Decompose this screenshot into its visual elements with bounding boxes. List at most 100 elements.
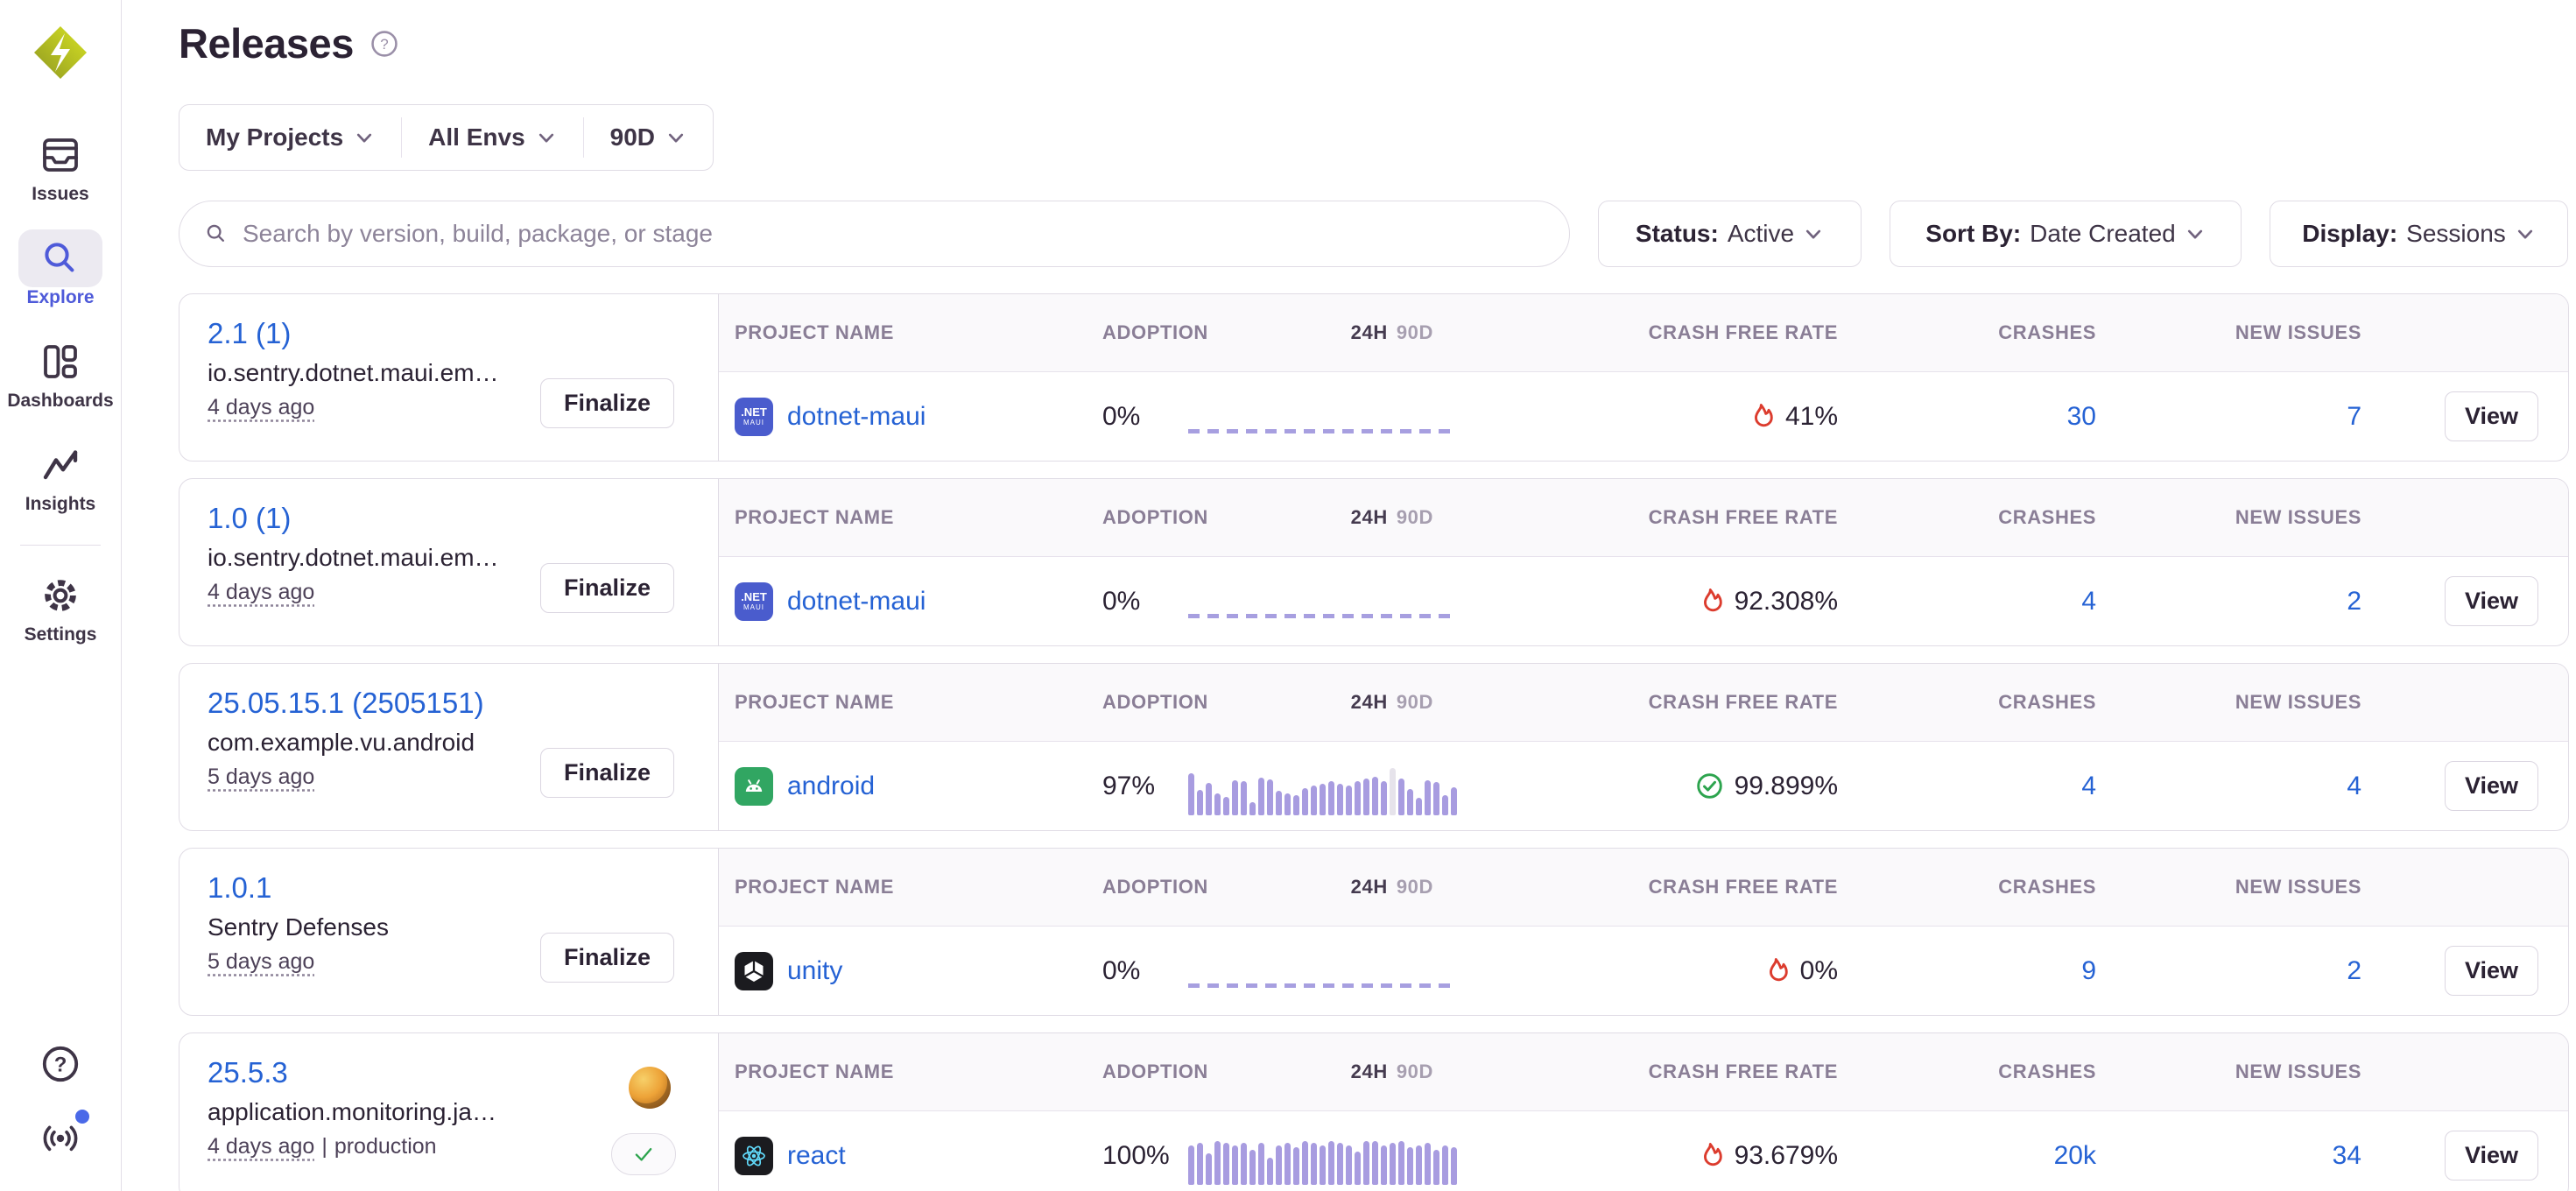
release-version-link[interactable]: 2.1 (1) bbox=[208, 317, 292, 349]
crash-free-value: 0% bbox=[1799, 955, 1838, 985]
finalize-button[interactable]: Finalize bbox=[539, 378, 674, 428]
crash-free-value: 99.899% bbox=[1734, 771, 1838, 800]
release-author-avatar bbox=[629, 1067, 671, 1109]
release-version-link[interactable]: 1.0 (1) bbox=[208, 502, 292, 534]
display-dropdown[interactable]: Display: Sessions bbox=[2270, 201, 2568, 267]
crashes-link[interactable]: 9 bbox=[2081, 955, 2096, 985]
flame-icon bbox=[1769, 958, 1788, 982]
period-90d-toggle[interactable]: 90D bbox=[1396, 876, 1433, 898]
sidebar-item-insights[interactable]: Insights bbox=[0, 441, 121, 515]
table-header: PROJECT NAME ADOPTION 24H 90D CRASH FREE … bbox=[719, 664, 2568, 742]
sentry-logo[interactable] bbox=[32, 25, 88, 81]
release-version-link[interactable]: 25.5.3 bbox=[208, 1056, 288, 1089]
display-value: Sessions bbox=[2406, 220, 2506, 247]
project-link[interactable]: android bbox=[787, 771, 876, 800]
adoption-value: 0% bbox=[1102, 955, 1141, 985]
col-header-adoption: ADOPTION bbox=[1102, 321, 1208, 343]
sidebar-footer: ? bbox=[40, 1044, 89, 1161]
unity-icon bbox=[735, 951, 773, 990]
period-24h-toggle[interactable]: 24H bbox=[1350, 506, 1388, 528]
notification-dot bbox=[75, 1110, 89, 1124]
broadcast-icon[interactable] bbox=[40, 1110, 89, 1161]
dotnet-maui-icon: .NET MAUI bbox=[735, 397, 773, 436]
empty-sessions-line bbox=[1188, 614, 1456, 618]
period-24h-toggle[interactable]: 24H bbox=[1350, 321, 1388, 343]
empty-sessions-line bbox=[1188, 429, 1456, 433]
crashes-link[interactable]: 30 bbox=[2066, 401, 2096, 431]
insights-icon bbox=[43, 450, 78, 480]
project-link[interactable]: dotnet-maui bbox=[787, 401, 926, 431]
view-button[interactable]: View bbox=[2444, 946, 2538, 996]
release-package: application.monitoring.ja… bbox=[208, 1098, 496, 1125]
search-input[interactable] bbox=[243, 220, 1545, 248]
period-90d-toggle[interactable]: 90D bbox=[1396, 1061, 1433, 1082]
new-issues-link[interactable]: 34 bbox=[2332, 1140, 2361, 1170]
filter-divider bbox=[401, 117, 403, 158]
new-issues-link[interactable]: 2 bbox=[2347, 955, 2361, 985]
new-issues-link[interactable]: 7 bbox=[2347, 401, 2361, 431]
period-90d-toggle[interactable]: 90D bbox=[1396, 691, 1433, 713]
crash-free-value: 92.308% bbox=[1734, 586, 1838, 616]
crashes-link[interactable]: 4 bbox=[2081, 586, 2096, 616]
view-button[interactable]: View bbox=[2444, 761, 2538, 811]
check-circle-icon bbox=[1696, 773, 1722, 799]
sidebar-item-issues[interactable]: Issues bbox=[0, 131, 121, 205]
table-row: android 97% 99.899% 4 4 View bbox=[719, 742, 2568, 830]
filter-divider bbox=[582, 117, 584, 158]
project-link[interactable]: unity bbox=[787, 955, 843, 985]
release-card: 2.1 (1) io.sentry.dotnet.maui.em… 4 days… bbox=[179, 293, 2569, 462]
environment-filter[interactable]: All Envs bbox=[402, 123, 582, 152]
chevron-down-icon bbox=[538, 133, 553, 143]
view-button[interactable]: View bbox=[2444, 391, 2538, 441]
check-icon bbox=[635, 1148, 652, 1161]
new-issues-link[interactable]: 2 bbox=[2347, 586, 2361, 616]
crashes-link[interactable]: 4 bbox=[2081, 771, 2096, 800]
finalize-button[interactable]: Finalize bbox=[539, 563, 674, 613]
new-issues-link[interactable]: 4 bbox=[2347, 771, 2361, 800]
sidebar-item-explore[interactable]: Explore bbox=[0, 229, 121, 308]
period-90d-toggle[interactable]: 90D bbox=[1396, 506, 1433, 528]
flame-icon bbox=[1754, 404, 1773, 427]
release-package: io.sentry.dotnet.maui.em… bbox=[208, 359, 499, 386]
finalize-button[interactable]: Finalize bbox=[539, 933, 674, 983]
adoption-value: 97% bbox=[1102, 771, 1156, 800]
sort-by-label: Sort By: bbox=[1925, 220, 2022, 247]
chevron-down-icon bbox=[2187, 229, 2202, 239]
period-24h-toggle[interactable]: 24H bbox=[1350, 876, 1388, 898]
adoption-value: 0% bbox=[1102, 401, 1141, 431]
finalize-button[interactable]: Finalize bbox=[539, 748, 674, 798]
sidebar-divider bbox=[20, 545, 101, 546]
sidebar-item-label: Dashboards bbox=[7, 391, 114, 411]
page-filter-bar: My Projects All Envs 90D bbox=[179, 104, 714, 171]
period-90d-toggle[interactable]: 90D bbox=[1396, 321, 1433, 343]
period-24h-toggle[interactable]: 24H bbox=[1350, 1061, 1388, 1082]
android-icon bbox=[735, 766, 773, 806]
table-row: .NET MAUI dotnet-maui 0% 92.308% 4 2 View bbox=[719, 557, 2568, 645]
sort-by-value: Date Created bbox=[2030, 220, 2176, 247]
release-version-link[interactable]: 1.0.1 bbox=[208, 871, 272, 904]
help-circle-icon[interactable]: ? bbox=[370, 29, 399, 59]
release-environment: production bbox=[334, 1134, 437, 1159]
period-24h-toggle[interactable]: 24H bbox=[1350, 691, 1388, 713]
view-button[interactable]: View bbox=[2444, 1131, 2538, 1180]
sidebar-item-label: Explore bbox=[26, 287, 95, 307]
sort-by-dropdown[interactable]: Sort By: Date Created bbox=[1890, 201, 2242, 267]
view-button[interactable]: View bbox=[2444, 576, 2538, 626]
help-icon[interactable]: ? bbox=[40, 1044, 81, 1089]
sidebar-item-settings[interactable]: Settings bbox=[0, 572, 121, 645]
project-filter[interactable]: My Projects bbox=[179, 123, 401, 152]
finalized-check-button[interactable] bbox=[611, 1133, 676, 1175]
project-link[interactable]: react bbox=[787, 1140, 846, 1170]
release-version-link[interactable]: 25.05.15.1 (2505151) bbox=[208, 687, 484, 719]
status-dropdown[interactable]: Status: Active bbox=[1598, 201, 1862, 267]
crashes-link[interactable]: 20k bbox=[2053, 1140, 2096, 1170]
date-range-filter[interactable]: 90D bbox=[584, 123, 713, 152]
sidebar-nav: Issues Explore Dashboards Insights Setti… bbox=[0, 131, 121, 675]
table-row: react 100% 93.679% 20k 34 View bbox=[719, 1111, 2568, 1191]
release-created: 5 days ago bbox=[208, 949, 315, 974]
project-link[interactable]: dotnet-maui bbox=[787, 586, 926, 616]
search-box bbox=[179, 201, 1570, 267]
flame-icon bbox=[1703, 1143, 1722, 1166]
sidebar-item-dashboards[interactable]: Dashboards bbox=[0, 338, 121, 412]
release-card: 25.5.3 application.monitoring.ja… 4 days… bbox=[179, 1032, 2569, 1191]
